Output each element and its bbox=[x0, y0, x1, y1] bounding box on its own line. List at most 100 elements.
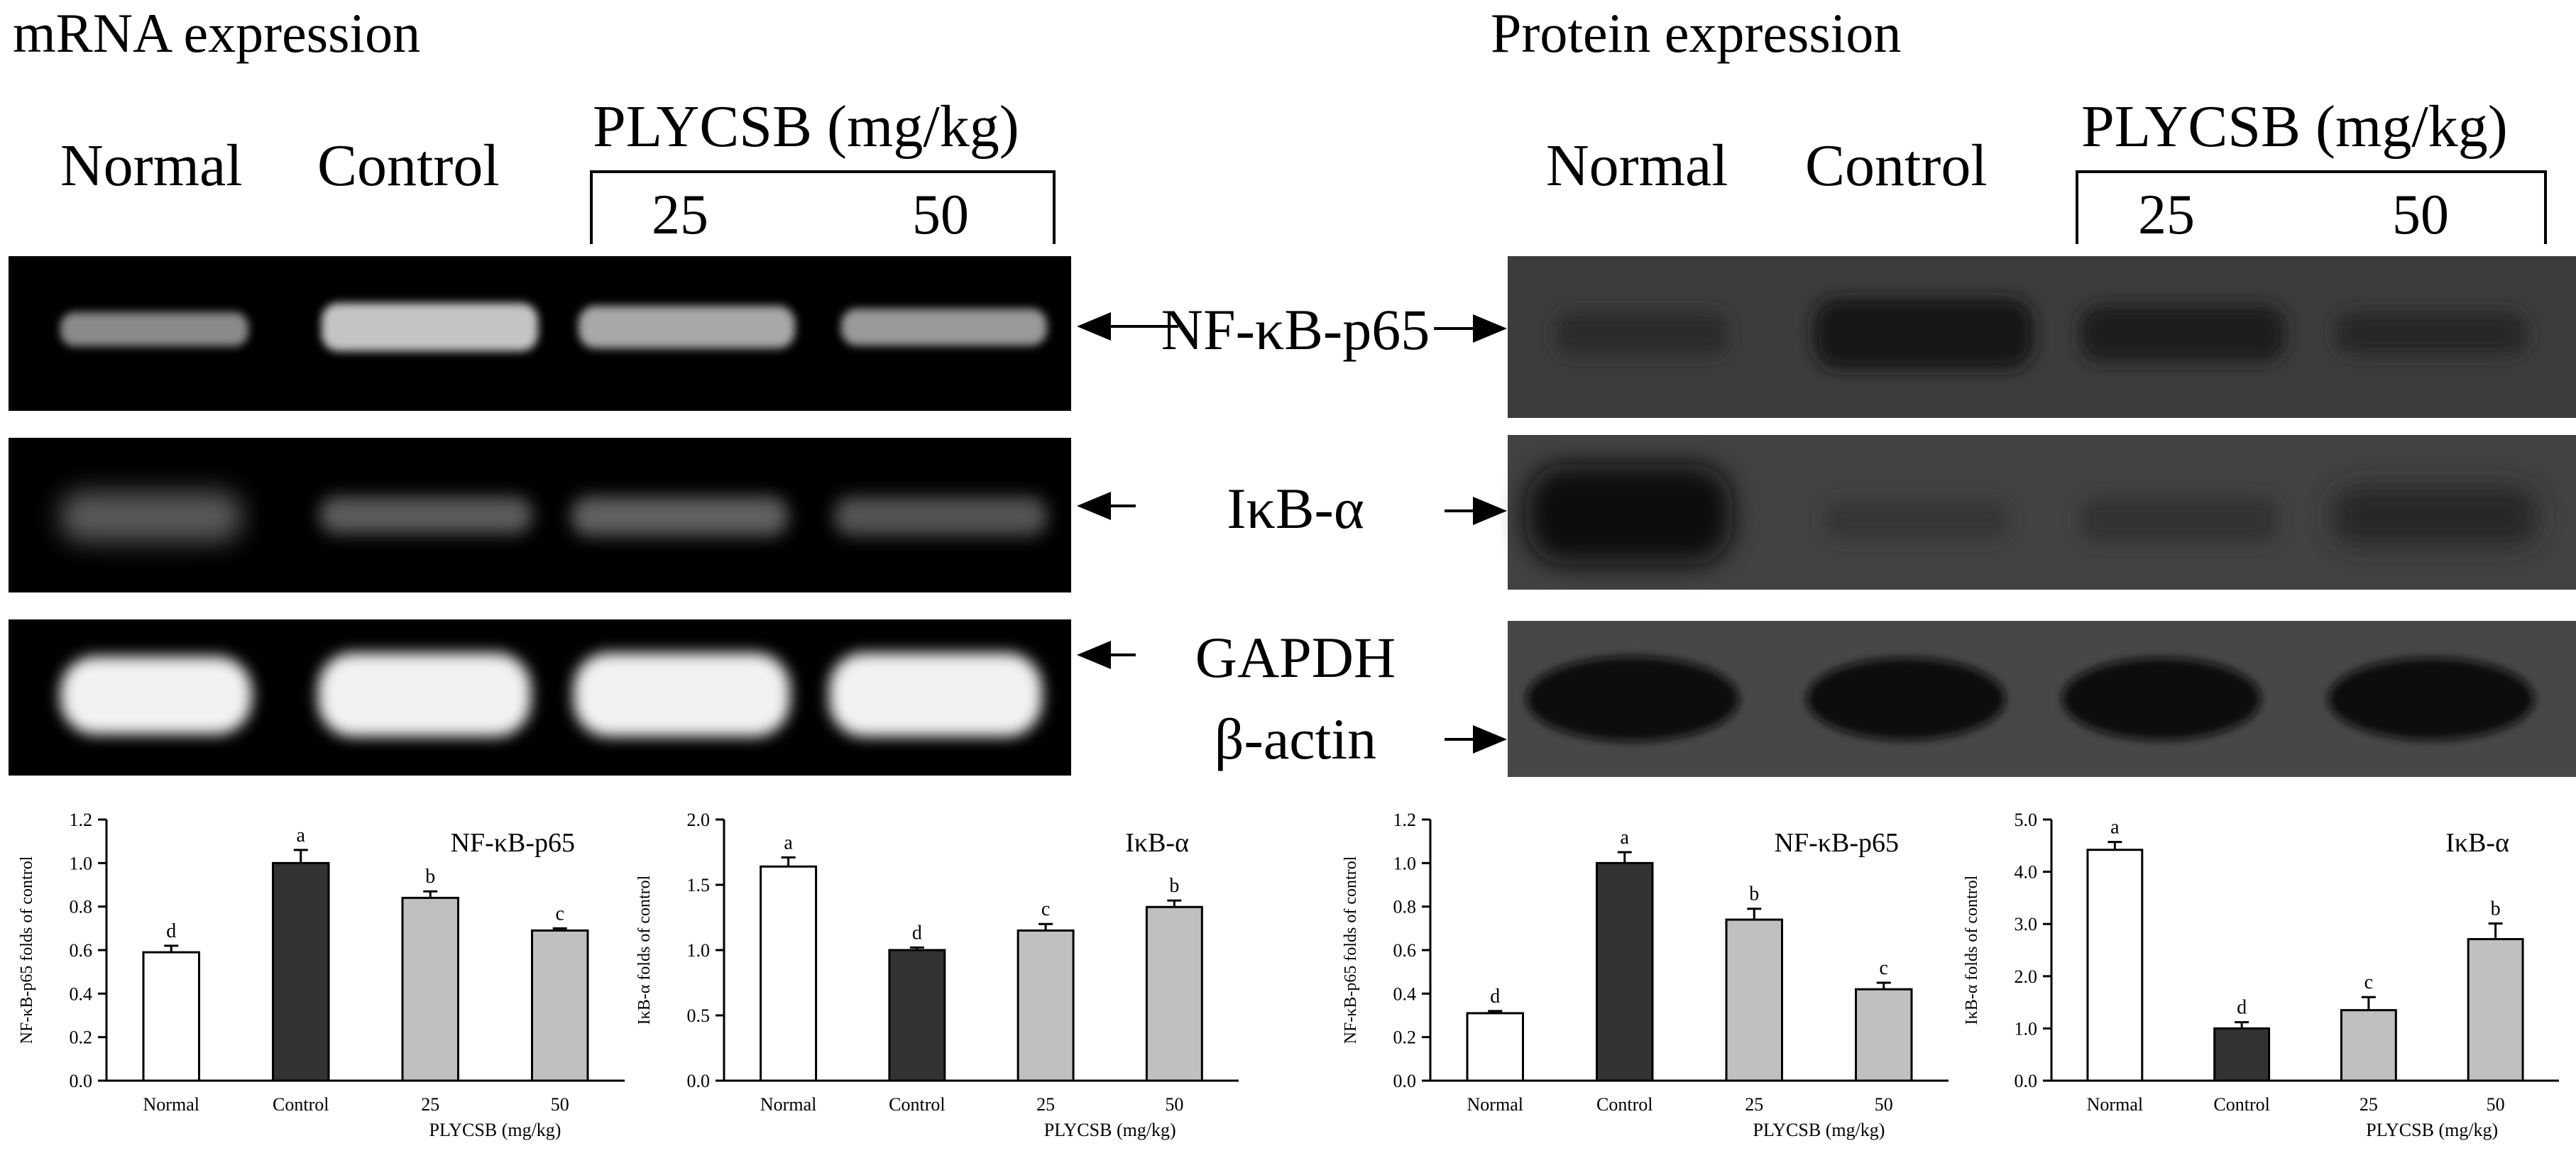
chart2-y-tick-label: 1.0 bbox=[687, 940, 711, 961]
chart3-sig-letter-1: d bbox=[1490, 986, 1500, 1008]
protein-blot-ikb bbox=[1508, 435, 2576, 590]
chart1-sig-letter-2: a bbox=[297, 825, 306, 847]
chart3-sig-letter-4: c bbox=[1880, 957, 1888, 979]
chart2-bar-2 bbox=[888, 949, 946, 1082]
chart2-bar-4 bbox=[1145, 905, 1203, 1082]
mrna-lane-normal: Normal bbox=[60, 133, 243, 199]
protein-dose-50: 50 bbox=[2392, 184, 2449, 246]
chart3-bar-4 bbox=[1855, 988, 1913, 1082]
chart4-y-tick-label: 3.0 bbox=[2015, 914, 2038, 934]
chart2-y-tick-label: 0.0 bbox=[687, 1071, 711, 1091]
chart2-y-axis-label: IκB-α folds of control bbox=[635, 875, 654, 1025]
chart4-x-tick-label-2: Control bbox=[2213, 1094, 2269, 1115]
chart1-bar-3 bbox=[401, 896, 459, 1082]
chart1-sig-letter-4: c bbox=[556, 903, 564, 925]
chart1-bar-2 bbox=[272, 861, 330, 1082]
chart4-bar-3 bbox=[2340, 1009, 2397, 1082]
band-label-gapdh: GAPDH bbox=[1195, 625, 1396, 690]
chart4-bar-1 bbox=[2086, 849, 2144, 1082]
protein-blot-nfkb bbox=[1508, 256, 2576, 418]
chart3-x-axis-label: PLYCSB (mg/kg) bbox=[1753, 1120, 1885, 1140]
chart3-sig-letter-3: b bbox=[1749, 883, 1759, 905]
chart2-x-tick-label-4: 50 bbox=[1165, 1094, 1183, 1115]
chart3-y-tick-label: 1.0 bbox=[1393, 853, 1417, 873]
chart3-x-tick-label-4: 50 bbox=[1875, 1094, 1893, 1115]
chart1-y-tick-label: 0.2 bbox=[70, 1027, 93, 1048]
protein-lane-normal: Normal bbox=[1546, 133, 1728, 199]
chart2-y-tick-label: 2.0 bbox=[687, 810, 711, 830]
chart1-y-axis-label: NF-κB-p65 folds of control bbox=[18, 856, 36, 1044]
chart2-x-tick-label-1: Normal bbox=[760, 1094, 816, 1115]
protein-lane-treatment: PLYCSB (mg/kg) bbox=[2081, 94, 2508, 160]
chart2-x-tick-label-2: Control bbox=[889, 1094, 945, 1115]
chart3-x-tick-label-3: 25 bbox=[1745, 1094, 1763, 1115]
chart1-x-tick-label-3: 25 bbox=[421, 1094, 439, 1115]
chart3-y-tick-label: 0.4 bbox=[1393, 983, 1417, 1004]
mrna-dose-50: 50 bbox=[912, 184, 969, 246]
protein-dose-bracket bbox=[2076, 170, 2547, 244]
chart4-x-tick-label-3: 25 bbox=[2359, 1094, 2378, 1115]
mrna-dose-25: 25 bbox=[652, 184, 708, 246]
chart1-bar-4 bbox=[531, 929, 589, 1082]
chart2-sig-letter-4: b bbox=[1169, 875, 1179, 897]
chart1-y-tick-label: 0.8 bbox=[70, 897, 93, 917]
band-arrows bbox=[1077, 312, 1507, 754]
mrna-lane-control: Control bbox=[317, 133, 500, 199]
chart3-title: NF-κB-p65 bbox=[1775, 828, 1899, 858]
chart3-bar-2 bbox=[1596, 861, 1654, 1082]
gel-and-blot-images bbox=[9, 256, 2576, 777]
chart3-bar-1 bbox=[1466, 1012, 1524, 1082]
chart1-y-tick-label: 0.4 bbox=[70, 983, 93, 1004]
chart4-x-axis-label: PLYCSB (mg/kg) bbox=[2366, 1120, 2498, 1140]
chart1-x-axis-label: PLYCSB (mg/kg) bbox=[429, 1120, 561, 1140]
chart1-y-tick-label: 0.6 bbox=[70, 940, 93, 961]
chart2-x-axis-label: PLYCSB (mg/kg) bbox=[1044, 1120, 1176, 1140]
chart3-sig-letter-2: a bbox=[1621, 827, 1630, 849]
protein-section-title: Protein expression bbox=[1491, 2, 1902, 64]
protein-lane-control: Control bbox=[1805, 133, 1988, 199]
mrna-gel-ikb bbox=[9, 438, 1071, 592]
chart4-bar-2 bbox=[2213, 1027, 2271, 1082]
chart1-x-tick-label-4: 50 bbox=[551, 1094, 569, 1115]
band-label-actin: β-actin bbox=[1214, 707, 1377, 771]
band-label-ikb: IκB-α bbox=[1227, 476, 1364, 541]
chart1-y-tick-label: 1.0 bbox=[70, 853, 93, 873]
protein-dose-25: 25 bbox=[2138, 184, 2195, 246]
chart1-sig-letter-3: b bbox=[425, 866, 435, 888]
chart2-sig-letter-3: c bbox=[1041, 898, 1050, 920]
chart2-sig-letter-1: a bbox=[784, 832, 793, 854]
chart3-y-tick-label: 0.0 bbox=[1393, 1071, 1417, 1091]
chart2-title: IκB-α bbox=[1125, 828, 1189, 858]
chart1-y-tick-label: 0.0 bbox=[70, 1071, 93, 1091]
chart1-sig-letter-1: d bbox=[166, 920, 176, 942]
chart2-x-tick-label-3: 25 bbox=[1036, 1094, 1055, 1115]
chart4-title: IκB-α bbox=[2445, 828, 2509, 858]
chart3-x-tick-label-1: Normal bbox=[1467, 1094, 1523, 1115]
chart2-bar-3 bbox=[1016, 929, 1075, 1082]
mrna-gel-gapdh bbox=[9, 619, 1071, 776]
chart1-x-tick-label-2: Control bbox=[273, 1094, 329, 1115]
chart4-bar-4 bbox=[2467, 938, 2524, 1082]
chart3-y-axis-label: NF-κB-p65 folds of control bbox=[1342, 856, 1360, 1044]
mrna-gel-nfkb bbox=[9, 256, 1071, 411]
chart4-sig-letter-1: a bbox=[2110, 817, 2120, 839]
band-label-nfkb: NF-κB-p65 bbox=[1161, 297, 1430, 362]
chart1-bar-1 bbox=[142, 951, 200, 1082]
chart3-y-tick-label: 1.2 bbox=[1393, 810, 1417, 830]
chart1-y-tick-label: 1.2 bbox=[70, 810, 93, 830]
chart4-y-tick-label: 2.0 bbox=[2015, 966, 2038, 987]
chart4-x-tick-label-1: Normal bbox=[2087, 1094, 2143, 1115]
chart3-y-tick-label: 0.2 bbox=[1393, 1027, 1417, 1048]
chart4-y-tick-label: 5.0 bbox=[2015, 810, 2038, 830]
chart4-sig-letter-3: c bbox=[2364, 971, 2373, 993]
chart4-sig-letter-4: b bbox=[2491, 898, 2501, 920]
chart3-x-tick-label-2: Control bbox=[1596, 1094, 1653, 1115]
mrna-dose-bracket bbox=[590, 170, 1056, 244]
chart3-bar-3 bbox=[1725, 918, 1783, 1082]
chart4-x-tick-label-4: 50 bbox=[2487, 1094, 2505, 1115]
chart4-y-tick-label: 1.0 bbox=[2015, 1018, 2038, 1039]
chart4-y-tick-label: 0.0 bbox=[2015, 1071, 2038, 1091]
chart2-y-tick-label: 0.5 bbox=[687, 1005, 711, 1026]
chart4-y-axis-label: IκB-α folds of control bbox=[1963, 875, 1981, 1025]
